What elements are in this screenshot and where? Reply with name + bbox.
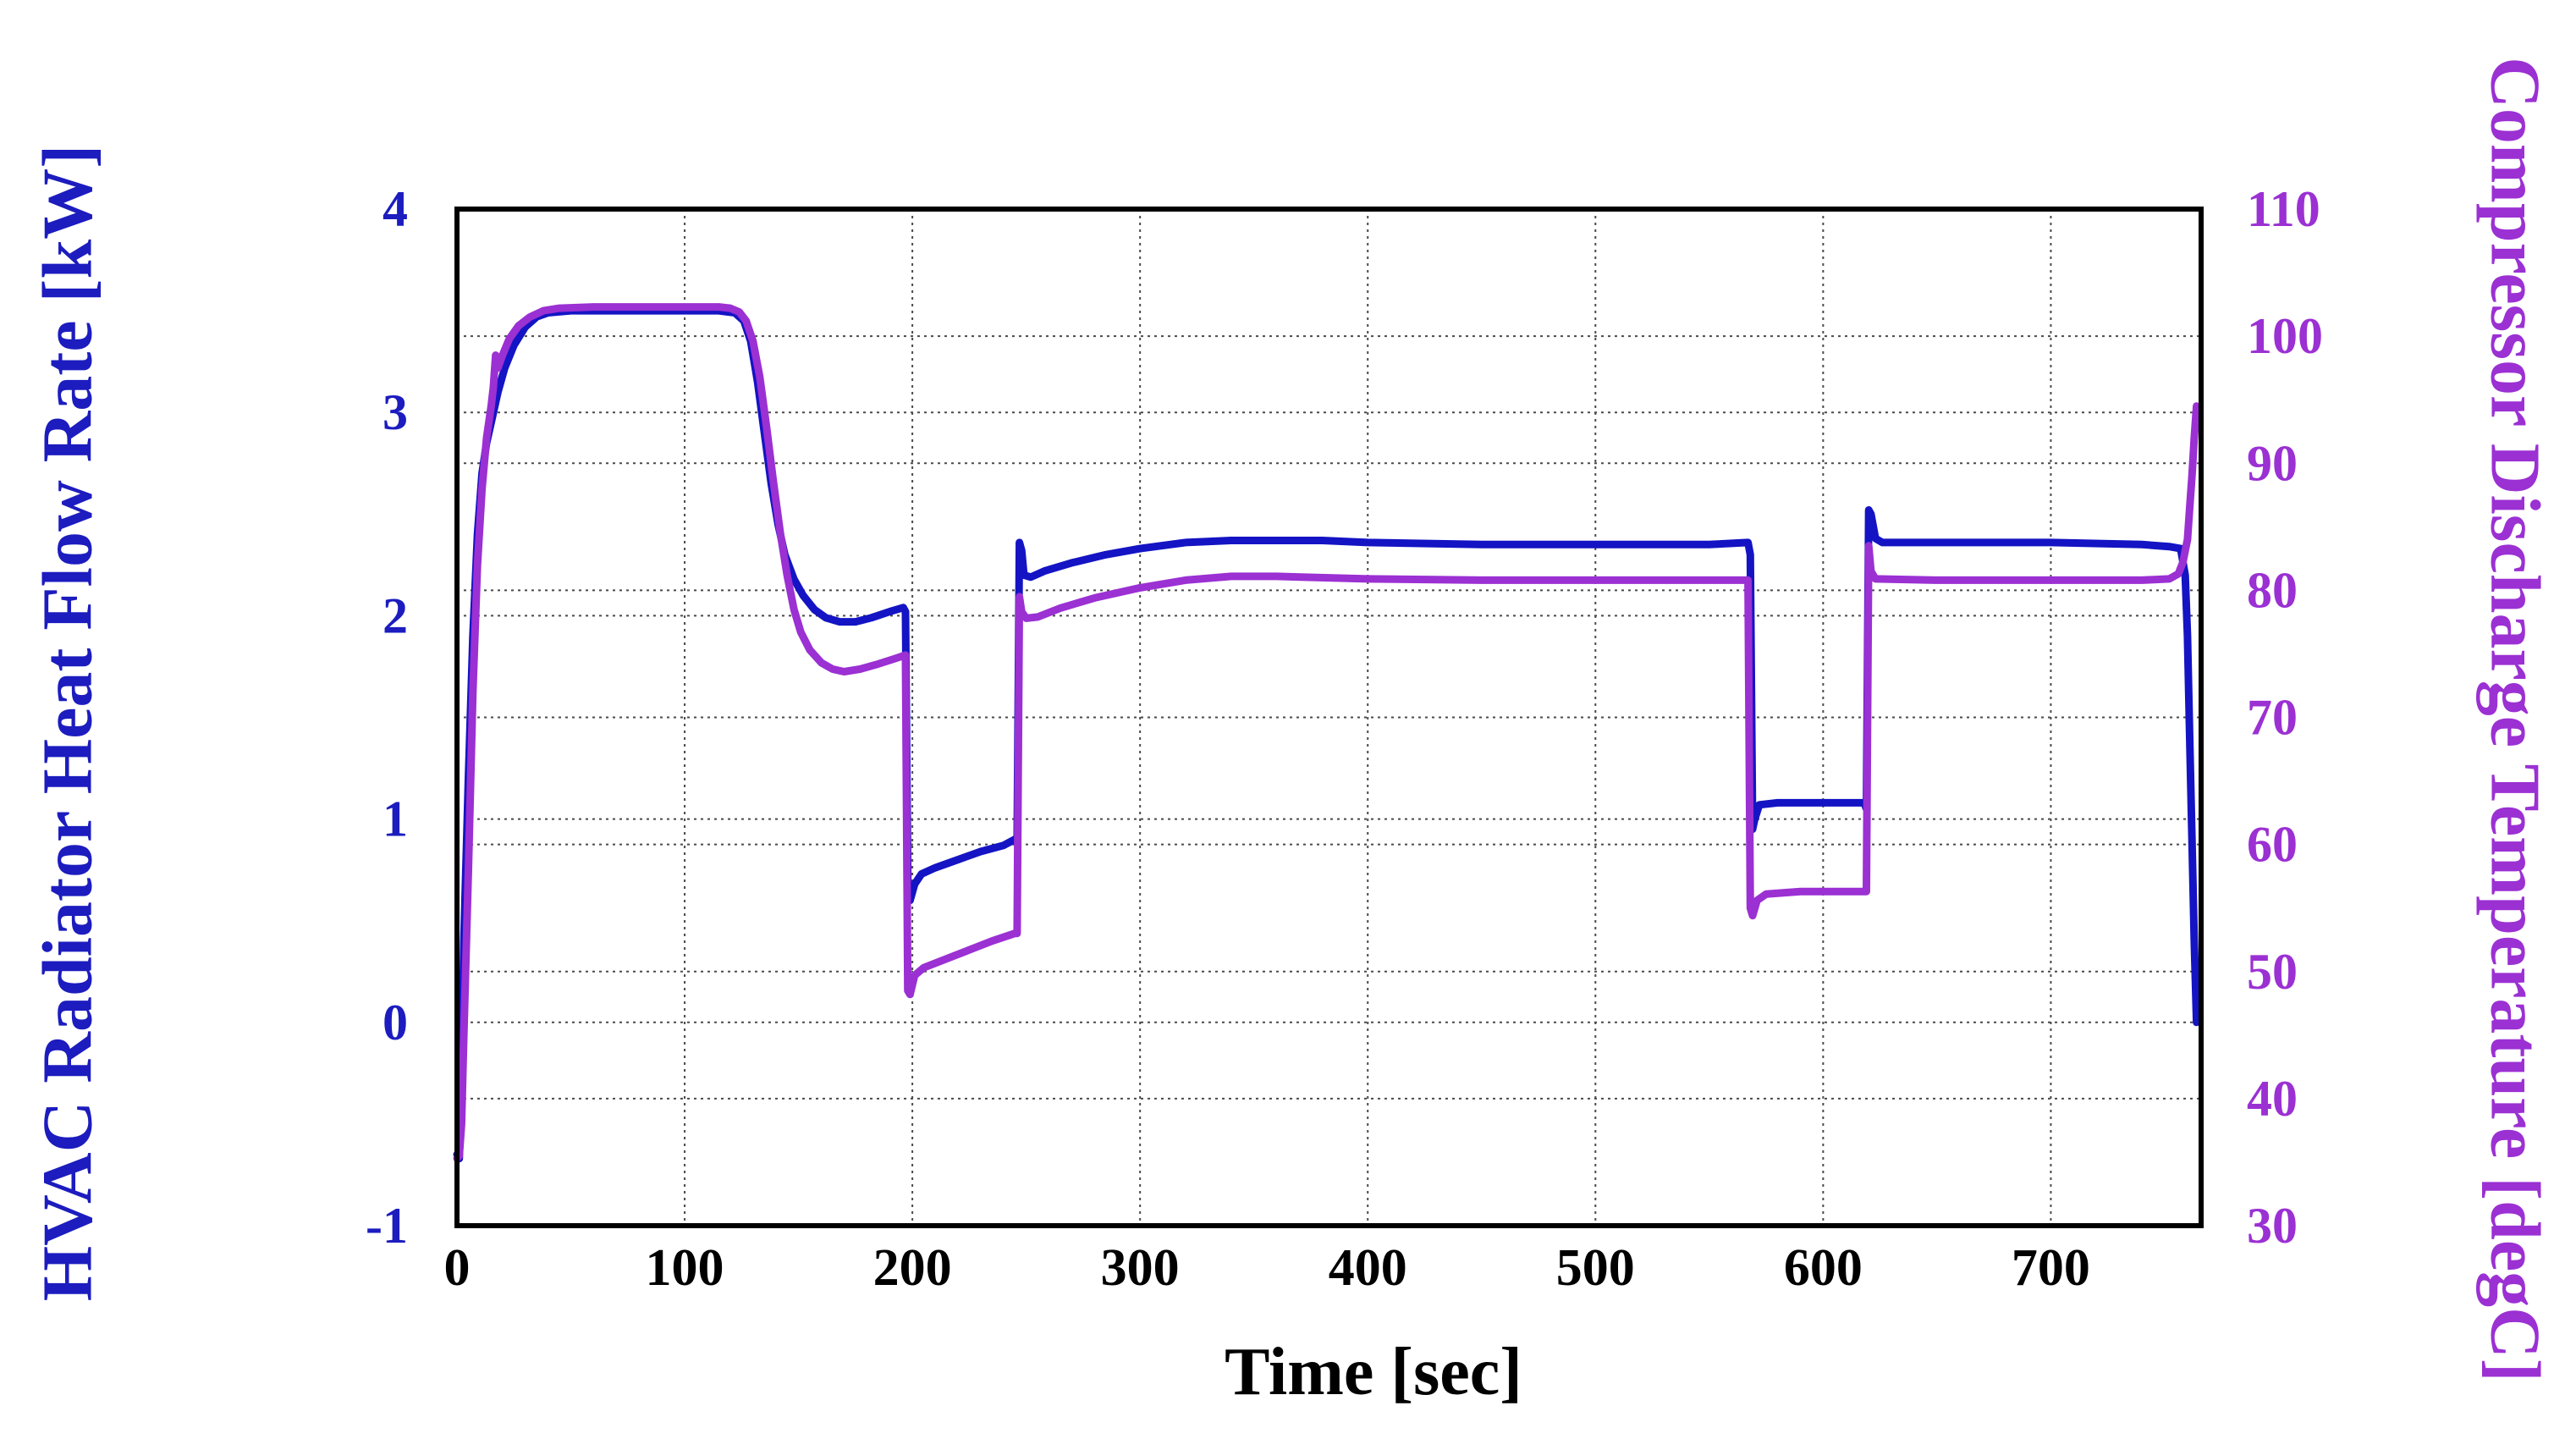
left-y-tick-label: 4 bbox=[383, 181, 408, 237]
series-lines bbox=[453, 303, 2201, 1163]
right-y-tick-label: 40 bbox=[2247, 1071, 2298, 1127]
left-y-axis-title: HVAC Radiator Heat Flow Rate [kW] bbox=[29, 145, 107, 1301]
left-y-tick-label: 0 bbox=[383, 995, 408, 1050]
gridlines bbox=[457, 209, 2201, 1226]
right-y-tick-label: 30 bbox=[2247, 1198, 2298, 1254]
right-y-tick-label: 80 bbox=[2247, 562, 2298, 618]
left-y-tick-label: -1 bbox=[366, 1198, 408, 1254]
right-y-tick-label: 70 bbox=[2247, 690, 2298, 746]
left-y-tick-label: 1 bbox=[383, 791, 408, 847]
x-axis-title: Time [sec] bbox=[1225, 1335, 1522, 1409]
x-tick-label: 300 bbox=[1101, 1239, 1180, 1297]
x-tick-label: 700 bbox=[2012, 1239, 2090, 1297]
right-y-axis-title: Compressor Discharge Temperature [degC] bbox=[2476, 57, 2555, 1381]
left-y-tick-label: 2 bbox=[383, 587, 408, 643]
x-tick-label: 600 bbox=[1784, 1239, 1863, 1297]
left-y-tick-label: 3 bbox=[383, 384, 408, 440]
x-tick-label: 100 bbox=[646, 1239, 724, 1297]
right-y-tick-label: 110 bbox=[2247, 181, 2320, 237]
x-axis-tick-labels: 0 100 200 300 400 500 600 700 bbox=[444, 1239, 2090, 1297]
left-y-axis-tick-labels: -1 0 1 2 3 4 bbox=[366, 181, 408, 1254]
compressor-discharge-temperature-line bbox=[453, 303, 2201, 1162]
right-y-tick-label: 50 bbox=[2247, 944, 2298, 1000]
x-tick-label: 500 bbox=[1556, 1239, 1635, 1297]
right-y-axis-tick-labels: 30 40 50 60 70 80 90 100 110 bbox=[2247, 181, 2323, 1254]
x-tick-label: 0 bbox=[444, 1239, 471, 1297]
right-y-tick-label: 90 bbox=[2247, 435, 2298, 491]
right-y-tick-label: 100 bbox=[2247, 308, 2323, 364]
right-y-tick-label: 60 bbox=[2247, 817, 2298, 873]
x-tick-label: 200 bbox=[873, 1239, 952, 1297]
x-tick-label: 400 bbox=[1329, 1239, 1407, 1297]
plot-frame bbox=[454, 207, 2204, 1228]
